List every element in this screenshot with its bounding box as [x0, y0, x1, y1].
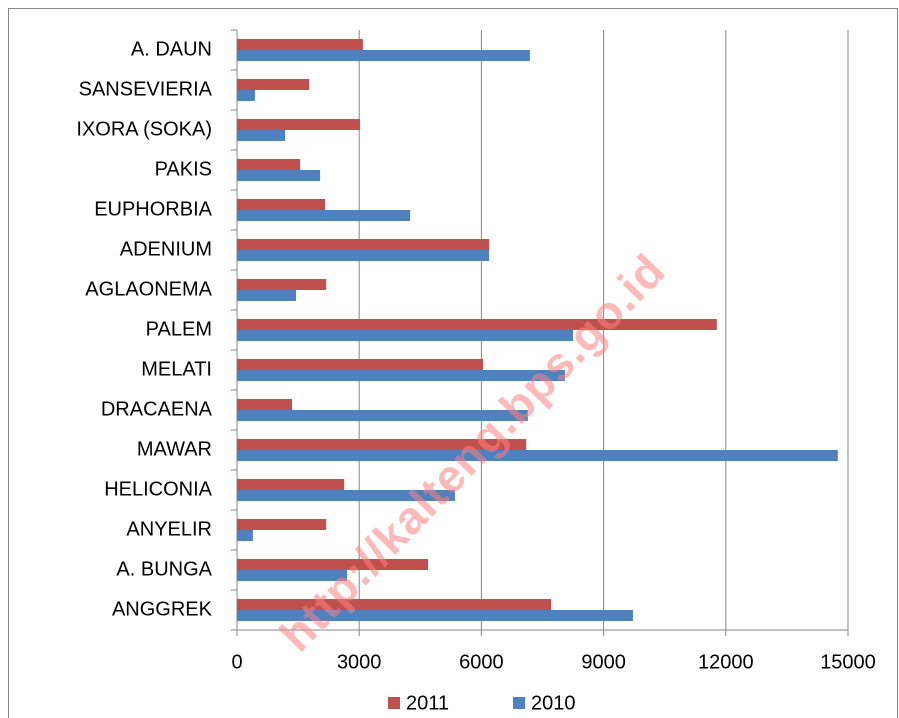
bar [237, 570, 347, 581]
y-tick-label: PALEM [146, 318, 212, 340]
bar [237, 170, 321, 181]
y-tick-label: PAKIS [155, 158, 212, 180]
y-tick-label: A. BUNGA [116, 558, 212, 580]
bar [237, 39, 363, 50]
bar [237, 530, 253, 541]
y-tick-label: AGLAONEMA [85, 278, 212, 300]
y-tick-label: DRACAENA [101, 398, 213, 420]
bar [237, 330, 574, 341]
bar [237, 410, 528, 421]
x-tick-label: 3000 [337, 651, 382, 673]
x-tick-label: 0 [231, 651, 242, 673]
bar [237, 279, 327, 290]
bar [237, 159, 301, 170]
legend-swatch [388, 697, 400, 709]
bar [237, 370, 565, 381]
legend-label: 2010 [531, 692, 576, 714]
bar [237, 130, 286, 141]
bar [237, 559, 429, 570]
bar [237, 79, 310, 90]
bar [237, 450, 838, 461]
bar [237, 210, 411, 221]
legend-label: 2011 [406, 692, 449, 714]
bar [237, 239, 490, 250]
bar [237, 359, 484, 370]
bar [237, 610, 633, 621]
y-tick-label: ADENIUM [120, 238, 212, 260]
x-tick-label: 12000 [698, 651, 754, 673]
x-tick-label: 9000 [581, 651, 626, 673]
y-tick-label: ANYELIR [126, 518, 212, 540]
bar [237, 290, 297, 301]
bar [237, 599, 552, 610]
y-tick-label: SANSEVIERIA [79, 78, 213, 100]
y-tick-label: MAWAR [137, 438, 212, 460]
bar [237, 439, 527, 450]
bar [237, 399, 292, 410]
y-tick-label: ANGGREK [112, 598, 213, 620]
bar [237, 90, 255, 101]
y-tick-label: MELATI [141, 358, 212, 380]
bar [237, 519, 327, 530]
x-tick-label: 15000 [820, 651, 876, 673]
bar [237, 119, 361, 130]
bar [237, 50, 530, 61]
y-tick-label: EUPHORBIA [94, 198, 212, 220]
bar [237, 319, 717, 330]
bar [237, 490, 455, 501]
bar [237, 199, 325, 210]
legend-swatch [513, 697, 525, 709]
bar [237, 479, 345, 490]
y-tick-label: IXORA (SOKA) [76, 118, 212, 140]
bar [237, 250, 490, 261]
y-tick-label: A. DAUN [131, 38, 212, 60]
y-tick-label: HELICONIA [104, 478, 212, 500]
x-tick-label: 6000 [459, 651, 504, 673]
